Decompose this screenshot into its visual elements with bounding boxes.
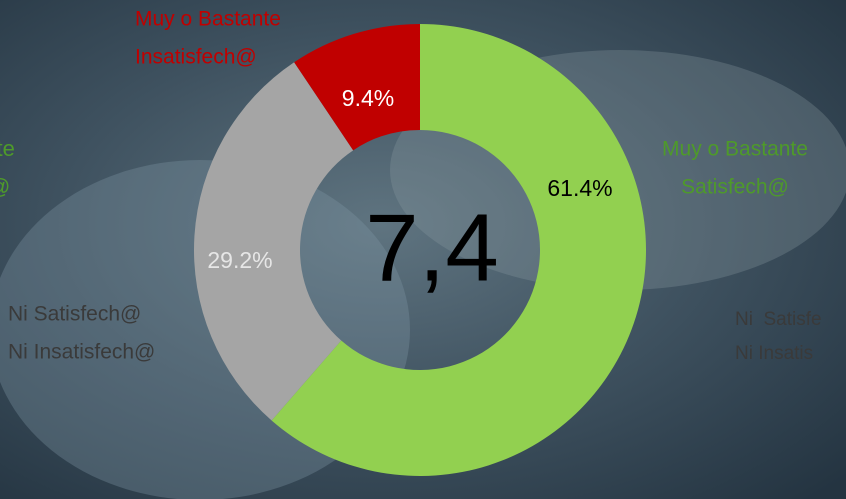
cropped-label: Ni Insatis [735, 343, 813, 364]
value-label: 29.2% [207, 247, 272, 273]
value-label: 61.4% [547, 175, 612, 201]
category-label: Muy o Bastante [135, 8, 281, 31]
cropped-label: ante [0, 136, 15, 161]
category-label: Insatisfech@ [135, 46, 257, 69]
category-label: Satisfech@ [681, 176, 789, 199]
value-label: 9.4% [342, 85, 394, 111]
category-label: Muy o Bastante [662, 138, 808, 161]
page: ante @ Ni Satisfe Ni Insatis 7,4 61.4% Mu… [0, 0, 846, 499]
category-label: Ni Insatisfech@ [8, 341, 155, 364]
category-label: Ni Satisfech@ [8, 303, 141, 326]
cropped-label: Ni Satisfe [735, 309, 822, 330]
cropped-label: @ [0, 174, 10, 199]
center-label: 7,4 [365, 194, 498, 301]
chart: ante @ Ni Satisfe Ni Insatis 7,4 61.4% Mu… [0, 0, 846, 499]
